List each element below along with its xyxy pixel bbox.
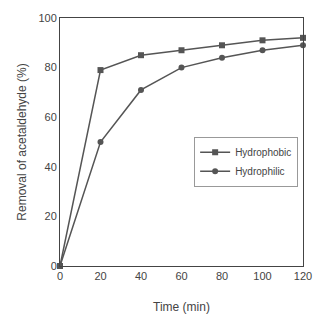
- svg-text:0: 0: [51, 260, 57, 272]
- svg-text:20: 20: [94, 270, 106, 282]
- svg-text:0: 0: [57, 270, 63, 282]
- svg-text:40: 40: [135, 270, 147, 282]
- svg-text:120: 120: [294, 270, 312, 282]
- svg-text:Hydrophobic: Hydrophobic: [235, 147, 291, 158]
- svg-text:20: 20: [45, 210, 57, 222]
- svg-text:80: 80: [216, 270, 228, 282]
- svg-text:40: 40: [45, 161, 57, 173]
- svg-text:60: 60: [175, 270, 187, 282]
- svg-text:60: 60: [45, 111, 57, 123]
- svg-text:Removal of acetaldehyde (%): Removal of acetaldehyde (%): [15, 63, 29, 220]
- svg-text:100: 100: [253, 270, 271, 282]
- svg-text:100: 100: [38, 12, 56, 24]
- svg-text:Hydrophilic: Hydrophilic: [235, 166, 284, 177]
- svg-text:80: 80: [45, 61, 57, 73]
- svg-text:Time (min): Time (min): [153, 300, 210, 314]
